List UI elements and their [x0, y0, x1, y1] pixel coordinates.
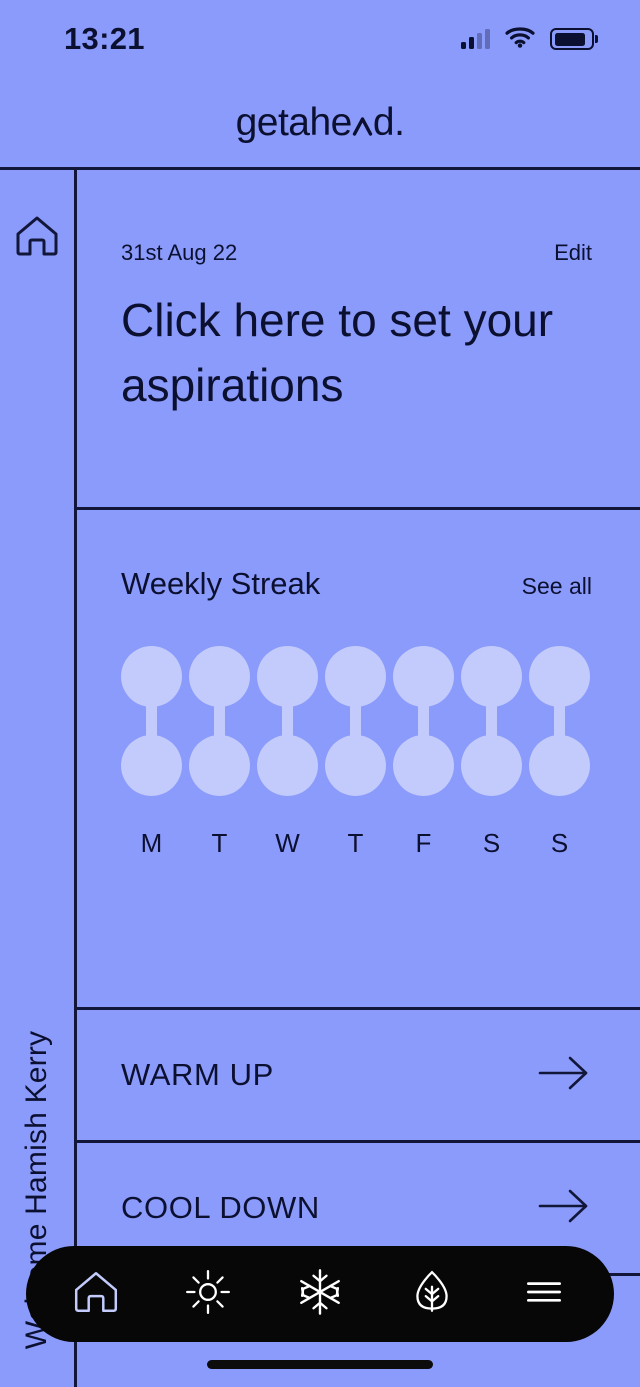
streak-dot-bottom[interactable] [529, 735, 590, 796]
streak-day-label: S [482, 828, 501, 858]
app-logo: getahe d. [236, 101, 405, 145]
streak-day-column[interactable]: T [189, 646, 250, 859]
nav-item-cool-down[interactable] [283, 1257, 357, 1331]
streak-dot-top[interactable] [393, 646, 454, 707]
streak-connector [214, 704, 225, 738]
streak-day-column[interactable]: F [393, 646, 454, 859]
streak-dot-top[interactable] [121, 646, 182, 707]
streak-connector [146, 704, 157, 738]
streak-connector [350, 704, 361, 738]
warm-up-label: WARM UP [121, 1057, 274, 1092]
streak-connector [418, 704, 429, 738]
arrow-right-icon[interactable] [536, 1186, 592, 1231]
weekly-streak-header: Weekly Streak See all [121, 566, 592, 602]
status-time: 13:21 [64, 21, 145, 56]
edit-aspirations-button[interactable]: Edit [554, 240, 592, 265]
sidebar: Welcome Hamish Kerry [0, 170, 77, 1387]
streak-day-column[interactable]: T [325, 646, 386, 859]
logo-text-end: d. [372, 100, 405, 144]
sun-icon[interactable] [183, 1267, 233, 1322]
streak-dot-bottom[interactable] [325, 735, 386, 796]
streak-connector [282, 704, 293, 738]
aspirations-heading[interactable]: Click here to set your aspirations [121, 294, 554, 412]
aspirations-header: 31st Aug 22 Edit [121, 240, 592, 266]
weekly-streak-grid: M T W T [121, 646, 592, 859]
bottom-navigation-bar [26, 1246, 614, 1342]
nav-item-home[interactable] [59, 1257, 133, 1331]
streak-day-column[interactable]: W [257, 646, 318, 859]
streak-day-label: W [275, 828, 300, 858]
main-content: 31st Aug 22 Edit Click here to set your … [77, 170, 640, 1387]
home-indicator[interactable] [207, 1360, 433, 1369]
hamburger-menu-icon[interactable] [519, 1267, 569, 1322]
home-icon[interactable] [71, 1267, 121, 1322]
streak-connector [486, 704, 497, 738]
leaf-icon[interactable] [407, 1267, 457, 1322]
battery-icon [550, 28, 594, 50]
nav-item-wellness[interactable] [395, 1257, 469, 1331]
warm-up-row[interactable]: WARM UP [77, 1010, 640, 1143]
streak-dot-bottom[interactable] [257, 735, 318, 796]
logo-text-start: getahe [235, 100, 353, 144]
streak-dot-bottom[interactable] [121, 735, 182, 796]
caret-a-icon [352, 114, 373, 136]
streak-dot-bottom[interactable] [461, 735, 522, 796]
streak-day-label: T [211, 828, 228, 858]
aspirations-date: 31st Aug 22 [121, 240, 238, 265]
brand-header: getahe d. [0, 78, 640, 167]
arrow-right-icon[interactable] [536, 1053, 592, 1098]
snowflake-icon[interactable] [294, 1266, 346, 1323]
streak-day-column[interactable]: M [121, 646, 182, 859]
nav-item-menu[interactable] [507, 1257, 581, 1331]
status-bar: 13:21 [0, 0, 640, 78]
weekly-streak-card: Weekly Streak See all M T [77, 510, 640, 1010]
streak-day-label: M [140, 828, 163, 858]
app-frame: Welcome Hamish Kerry 31st Aug 22 Edit Cl… [0, 167, 640, 1387]
streak-day-label: F [415, 828, 432, 858]
streak-dot-top[interactable] [189, 646, 250, 707]
streak-dot-top[interactable] [461, 646, 522, 707]
cool-down-label: COOL DOWN [121, 1190, 320, 1225]
streak-dot-bottom[interactable] [189, 735, 250, 796]
nav-item-warm-up[interactable] [171, 1257, 245, 1331]
streak-connector [554, 704, 565, 738]
signal-bars-icon [461, 29, 490, 49]
see-all-button[interactable]: See all [521, 573, 592, 599]
streak-dot-top[interactable] [529, 646, 590, 707]
wifi-icon [505, 26, 535, 53]
streak-day-column[interactable]: S [529, 646, 590, 859]
home-icon[interactable] [13, 212, 61, 265]
streak-dot-top[interactable] [325, 646, 386, 707]
aspirations-card[interactable]: 31st Aug 22 Edit Click here to set your … [77, 170, 640, 510]
streak-dot-bottom[interactable] [393, 735, 454, 796]
streak-day-label: T [347, 828, 364, 858]
streak-dot-top[interactable] [257, 646, 318, 707]
weekly-streak-title: Weekly Streak [121, 566, 321, 601]
status-icons [461, 26, 594, 53]
streak-day-column[interactable]: S [461, 646, 522, 859]
streak-day-label: S [550, 828, 569, 858]
